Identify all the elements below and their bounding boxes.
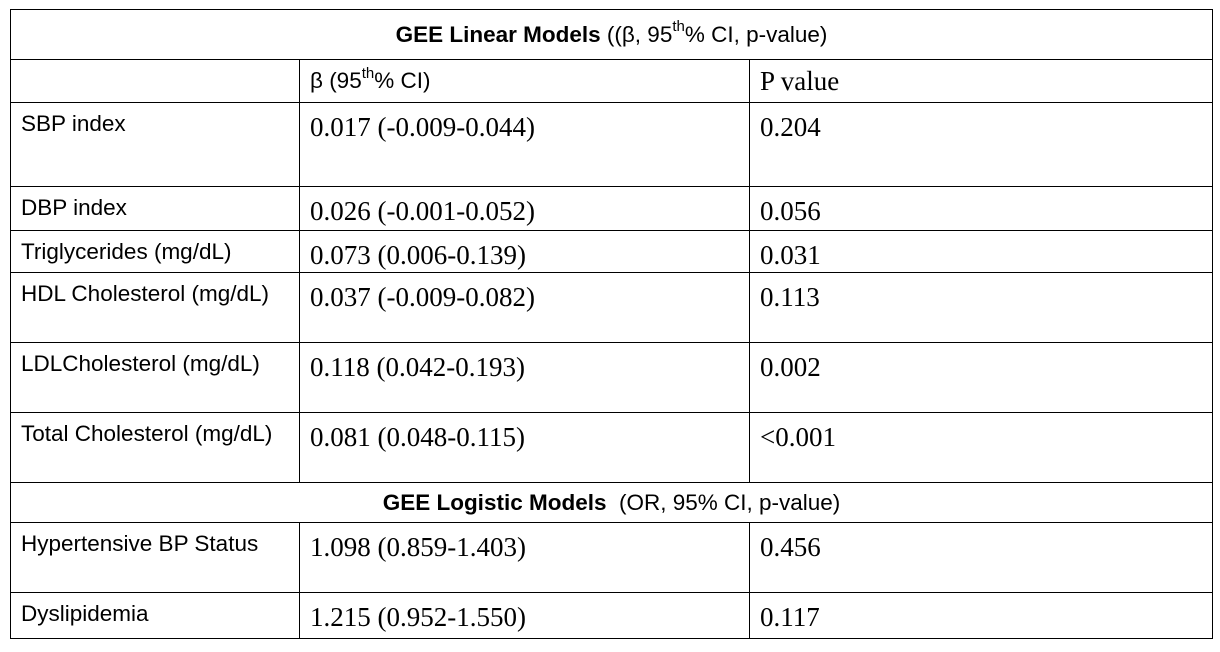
linear-section-bold: GEE Linear Models: [395, 21, 601, 47]
row-p: 0.056: [749, 186, 1213, 231]
row-p: 0.002: [749, 342, 1213, 413]
row-label: Total Cholesterol (mg/dL): [10, 412, 300, 483]
row-p: <0.001: [749, 412, 1213, 483]
table-row: HDL Cholesterol (mg/dL) 0.037 (-0.009-0.…: [10, 272, 1213, 343]
header-p: P value: [749, 59, 1213, 103]
linear-section-row: GEE Linear Models ((β, 95th% CI, p-value…: [10, 9, 1213, 60]
row-label: Dyslipidemia: [10, 592, 300, 639]
header-beta: β (95th% CI): [299, 59, 750, 103]
table-row: Dyslipidemia 1.215 (0.952-1.550) 0.117: [10, 592, 1213, 639]
header-beta-pre: β (95: [310, 68, 362, 93]
table-row: Hypertensive BP Status 1.098 (0.859-1.40…: [10, 522, 1213, 593]
row-ci: 0.017 (-0.009-0.044): [299, 102, 750, 187]
header-row: β (95th% CI) P value: [10, 59, 1213, 103]
header-blank: [10, 59, 300, 103]
logistic-section-row: GEE Logistic Models (OR, 95% CI, p-value…: [10, 482, 1213, 523]
results-table: GEE Linear Models ((β, 95th% CI, p-value…: [10, 9, 1213, 639]
row-label: DBP index: [10, 186, 300, 231]
linear-section-sup: th: [672, 18, 685, 35]
row-label: SBP index: [10, 102, 300, 187]
row-p: 0.031: [749, 230, 1213, 273]
linear-section-rest-pre: ((β, 95: [600, 21, 673, 47]
row-label: Triglycerides (mg/dL): [10, 230, 300, 273]
header-beta-sup: th: [361, 64, 375, 82]
row-p: 0.113: [749, 272, 1213, 343]
row-p: 0.204: [749, 102, 1213, 187]
table-row: Total Cholesterol (mg/dL) 0.081 (0.048-0…: [10, 412, 1213, 483]
row-p: 0.117: [749, 592, 1213, 639]
table-row: Triglycerides (mg/dL) 0.073 (0.006-0.139…: [10, 230, 1213, 273]
table-row: SBP index 0.017 (-0.009-0.044) 0.204: [10, 102, 1213, 187]
row-label: Hypertensive BP Status: [10, 522, 300, 593]
linear-section-title: GEE Linear Models ((β, 95th% CI, p-value…: [10, 9, 1213, 60]
row-p: 0.456: [749, 522, 1213, 593]
table-row: LDLCholesterol (mg/dL) 0.118 (0.042-0.19…: [10, 342, 1213, 413]
linear-section-rest-post: % CI, p-value): [684, 21, 828, 47]
logistic-section-title: GEE Logistic Models (OR, 95% CI, p-value…: [10, 482, 1213, 523]
row-ci: 0.073 (0.006-0.139): [299, 230, 750, 273]
row-ci: 0.037 (-0.009-0.082): [299, 272, 750, 343]
logistic-section-rest: (OR, 95% CI, p-value): [606, 489, 841, 515]
row-ci: 0.081 (0.048-0.115): [299, 412, 750, 483]
row-label: LDLCholesterol (mg/dL): [10, 342, 300, 413]
row-ci: 0.026 (-0.001-0.052): [299, 186, 750, 231]
logistic-section-bold: GEE Logistic Models: [382, 489, 607, 515]
table-row: DBP index 0.026 (-0.001-0.052) 0.056: [10, 186, 1213, 231]
header-beta-post: % CI): [374, 68, 431, 93]
row-ci: 1.215 (0.952-1.550): [299, 592, 750, 639]
row-label: HDL Cholesterol (mg/dL): [10, 272, 300, 343]
row-ci: 1.098 (0.859-1.403): [299, 522, 750, 593]
row-ci: 0.118 (0.042-0.193): [299, 342, 750, 413]
